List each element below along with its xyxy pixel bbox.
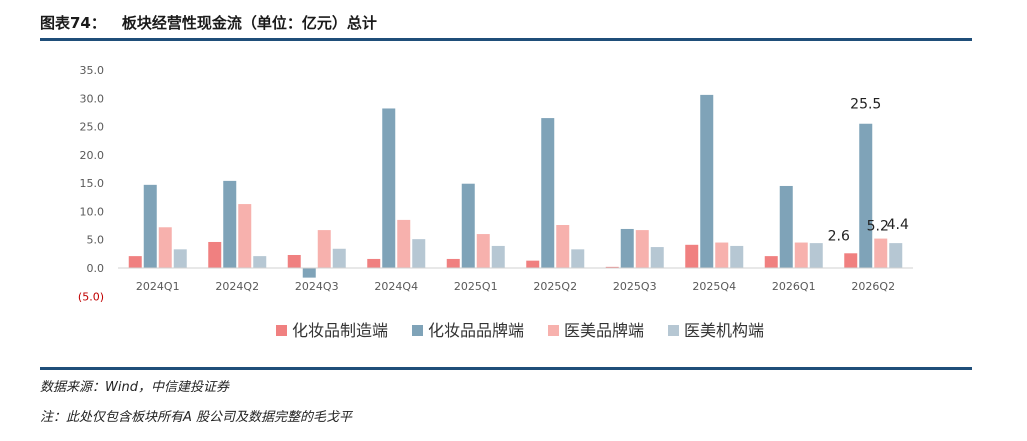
bar <box>541 118 555 268</box>
bar <box>730 245 744 268</box>
bar <box>556 225 570 268</box>
bar <box>685 244 699 268</box>
data-label: 5.2 <box>867 219 889 235</box>
bar <box>332 248 346 268</box>
bar <box>412 239 426 268</box>
y-tick-label: 20.0 <box>80 149 105 162</box>
bar <box>173 249 187 268</box>
legend-label: 化妆品品牌端 <box>428 321 524 340</box>
bar <box>238 204 252 268</box>
bar <box>779 185 793 268</box>
legend-swatch <box>668 325 679 336</box>
footer-rule <box>40 367 972 370</box>
data-label: 25.5 <box>850 97 881 113</box>
y-tick-label: (5.0) <box>78 290 104 303</box>
x-tick-label: 2024Q1 <box>136 280 180 293</box>
footnote: 注：此处仅包含板块所有A 股公司及数据完整的毛戈平 <box>40 410 353 425</box>
bar <box>764 256 778 268</box>
bar <box>446 258 460 268</box>
bar <box>650 247 664 268</box>
y-tick-label: 25.0 <box>80 121 105 134</box>
bar <box>526 260 540 268</box>
bar-chart: 35.0 30.0 25.0 20.0 15.0 10.0 5.0 0.0 (5.0) 2024Q… <box>78 64 913 340</box>
legend-swatch <box>548 325 559 336</box>
x-tick-label: 2024Q3 <box>295 280 339 293</box>
bar <box>317 230 331 268</box>
bar <box>859 123 873 268</box>
bar <box>844 253 858 268</box>
bar <box>128 256 142 268</box>
y-tick-label: 30.0 <box>80 92 105 105</box>
bar <box>143 184 157 268</box>
bar <box>208 241 222 268</box>
legend-swatch <box>276 325 287 336</box>
y-tick-label: 5.0 <box>87 234 105 247</box>
bar <box>809 243 823 268</box>
legend-label: 医美品牌端 <box>564 321 644 340</box>
header-rule <box>40 38 972 41</box>
x-tick-label: 2025Q4 <box>692 280 736 293</box>
x-tick-label: 2025Q1 <box>454 280 498 293</box>
bar <box>158 227 172 268</box>
y-tick-label: 35.0 <box>80 64 105 77</box>
bar <box>700 94 714 269</box>
bar <box>367 258 381 268</box>
bar <box>605 266 619 268</box>
y-tick-label: 15.0 <box>80 177 105 190</box>
chart-title-text: 板块经营性现金流（单位：亿元）总计 <box>121 14 377 32</box>
bar <box>794 242 808 268</box>
chart-title-prefix: 图表74： <box>40 14 106 32</box>
bar <box>461 183 475 268</box>
x-tick-label: 2026Q1 <box>772 280 816 293</box>
bar <box>287 254 301 268</box>
bar <box>715 242 729 268</box>
legend-swatch <box>412 325 423 336</box>
x-tick-label: 2026Q2 <box>851 280 895 293</box>
bar <box>223 180 237 268</box>
legend-label: 医美机构端 <box>684 321 764 340</box>
bar <box>382 108 396 269</box>
legend-label: 化妆品制造端 <box>292 321 388 340</box>
x-tick-label: 2024Q4 <box>374 280 418 293</box>
source-note: 数据来源：Wind，中信建投证券 <box>40 380 229 395</box>
data-label: 2.6 <box>828 228 850 244</box>
bar <box>253 256 267 268</box>
bar <box>889 243 903 268</box>
data-label: 4.4 <box>887 217 909 233</box>
x-tick-label: 2025Q2 <box>533 280 577 293</box>
chart-title: 图表74： 板块经营性现金流（单位：亿元）总计 <box>40 12 377 33</box>
bar <box>874 238 888 268</box>
y-tick-label: 0.0 <box>87 262 105 275</box>
y-tick-label: 10.0 <box>80 205 105 218</box>
x-tick-label: 2024Q2 <box>215 280 259 293</box>
bar <box>571 249 585 268</box>
bar <box>476 234 490 268</box>
bar <box>620 228 634 268</box>
x-tick-label: 2025Q3 <box>613 280 657 293</box>
bar <box>302 268 316 278</box>
bar <box>491 245 505 268</box>
bar <box>397 219 411 268</box>
bar <box>635 230 649 268</box>
